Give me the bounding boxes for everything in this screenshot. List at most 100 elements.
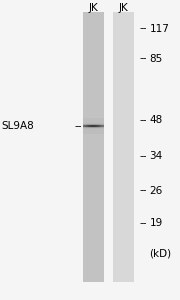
Bar — [96, 118, 97, 119]
Bar — [91, 123, 92, 124]
Text: JK: JK — [119, 3, 129, 13]
Text: --: -- — [140, 53, 147, 64]
Bar — [83, 122, 84, 123]
Bar — [100, 124, 101, 125]
Bar — [88, 125, 89, 126]
Bar — [96, 120, 97, 121]
Bar — [96, 124, 97, 125]
Bar — [90, 122, 91, 123]
Bar — [95, 124, 96, 125]
Bar — [95, 119, 96, 120]
Bar — [85, 122, 86, 123]
Bar — [99, 122, 100, 123]
Bar — [100, 131, 101, 132]
Bar — [83, 118, 84, 119]
Bar — [101, 123, 102, 124]
Text: 85: 85 — [149, 53, 163, 64]
Bar — [101, 118, 102, 119]
Bar — [83, 121, 84, 122]
Bar — [83, 132, 84, 133]
Bar — [102, 121, 103, 122]
Bar — [97, 121, 98, 122]
Bar — [83, 124, 84, 125]
Bar — [98, 119, 99, 120]
Bar — [97, 132, 98, 133]
Bar — [90, 119, 91, 120]
Bar — [84, 123, 85, 124]
Bar — [88, 123, 89, 124]
Bar — [94, 128, 95, 129]
Bar — [99, 132, 100, 133]
Bar — [96, 123, 97, 124]
Text: SL9A8: SL9A8 — [2, 121, 35, 131]
Bar — [93, 130, 94, 131]
Bar — [95, 130, 96, 131]
Bar — [95, 132, 96, 133]
Bar — [102, 133, 103, 134]
Bar — [92, 123, 93, 124]
Bar — [98, 128, 99, 129]
Bar — [83, 119, 84, 120]
Bar — [87, 124, 88, 125]
Bar — [98, 121, 99, 122]
Bar — [98, 133, 99, 134]
Bar — [95, 127, 96, 128]
Bar — [101, 124, 102, 125]
Bar — [99, 125, 100, 126]
Bar — [89, 128, 90, 129]
Bar — [87, 130, 88, 131]
Bar — [102, 127, 103, 128]
Bar — [91, 131, 92, 132]
Bar — [86, 118, 87, 119]
Bar — [89, 131, 90, 132]
Bar — [87, 123, 88, 124]
Bar — [92, 127, 93, 128]
Bar — [86, 129, 87, 130]
Bar — [94, 129, 95, 130]
Bar — [87, 128, 88, 129]
Bar — [99, 131, 100, 132]
Bar — [98, 130, 99, 131]
Bar — [91, 121, 92, 122]
Bar — [88, 133, 89, 134]
Bar — [98, 119, 99, 120]
Bar — [88, 124, 89, 125]
Bar — [89, 126, 90, 127]
Bar — [95, 125, 96, 126]
Bar — [99, 124, 100, 125]
Bar — [102, 119, 103, 120]
Bar — [94, 122, 95, 123]
Bar — [95, 121, 96, 122]
Bar — [89, 132, 90, 133]
Bar — [91, 128, 92, 129]
Bar — [88, 122, 89, 123]
Bar — [102, 129, 103, 130]
Bar — [94, 120, 95, 121]
Bar — [92, 129, 93, 130]
Bar — [100, 130, 101, 131]
Bar — [94, 126, 95, 127]
Bar — [97, 122, 98, 123]
Bar — [93, 125, 94, 126]
Bar — [97, 131, 98, 132]
Bar — [86, 119, 87, 120]
Bar — [96, 126, 97, 127]
Bar — [96, 133, 97, 134]
Bar — [101, 131, 102, 132]
Bar — [92, 130, 93, 131]
Bar — [100, 125, 101, 126]
Bar — [91, 127, 92, 128]
Bar — [83, 123, 84, 124]
Bar — [98, 129, 99, 130]
Bar — [83, 133, 84, 134]
Text: (kD): (kD) — [149, 248, 172, 259]
Bar — [102, 125, 103, 126]
Bar — [95, 133, 96, 134]
Bar — [101, 119, 102, 120]
Bar — [84, 130, 85, 131]
Bar — [85, 130, 86, 131]
Bar — [87, 127, 88, 128]
Bar — [91, 120, 92, 121]
Bar — [98, 131, 99, 132]
Bar — [88, 121, 89, 122]
